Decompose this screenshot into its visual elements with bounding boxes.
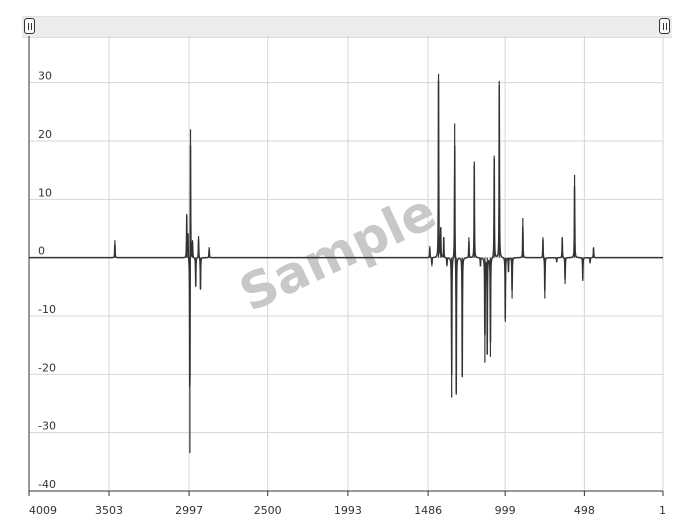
x-tick-label: 1 bbox=[659, 504, 666, 517]
x-tick-label: 4009 bbox=[29, 504, 57, 517]
y-tick-labels: 30 20 10 0 -10 -20 -30 -40 bbox=[38, 70, 56, 491]
y-tick-label: -40 bbox=[38, 478, 56, 491]
x-tick-label: 2500 bbox=[254, 504, 282, 517]
spectrum-series bbox=[29, 73, 663, 454]
x-tick-label: 1993 bbox=[334, 504, 362, 517]
y-tick-label: 0 bbox=[38, 245, 45, 258]
range-handle-right[interactable] bbox=[659, 18, 670, 34]
y-tick-label: -10 bbox=[38, 303, 56, 316]
y-tick-label: 10 bbox=[38, 186, 52, 199]
x-tick-label: 1486 bbox=[414, 504, 442, 517]
range-scrollbar[interactable] bbox=[22, 16, 672, 38]
x-tick-label: 2997 bbox=[175, 504, 203, 517]
y-tick-label: -20 bbox=[38, 361, 56, 374]
chart-axes bbox=[28, 36, 664, 496]
x-tick-label: 3503 bbox=[95, 504, 123, 517]
y-tick-label: 20 bbox=[38, 128, 52, 141]
x-tick-label: 999 bbox=[495, 504, 516, 517]
y-tick-label: 30 bbox=[38, 70, 52, 83]
range-handle-left[interactable] bbox=[24, 18, 35, 34]
spectrum-line bbox=[29, 80, 663, 394]
x-tick-labels: 4009 3503 2997 2500 1993 1486 999 498 1 bbox=[29, 504, 666, 517]
x-tick-label: 498 bbox=[574, 504, 595, 517]
watermark-text: Sample bbox=[231, 182, 445, 323]
y-tick-label: -30 bbox=[38, 420, 56, 433]
